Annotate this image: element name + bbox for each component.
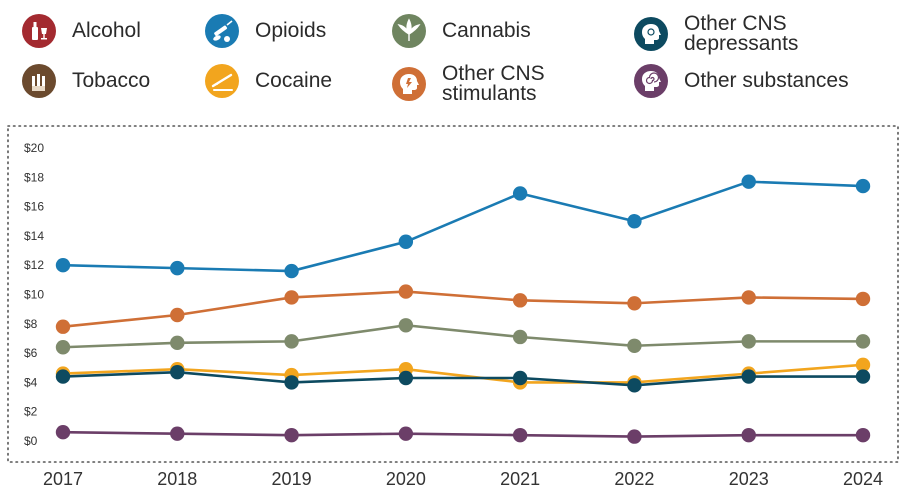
data-point [855,427,871,443]
y-tick-label: $12 [24,258,44,272]
x-tick-label: 2019 [272,469,312,489]
data-point [512,186,528,201]
legend-label: Alcohol [72,19,141,42]
data-point [55,369,71,384]
data-point [398,426,414,441]
data-point [855,369,871,384]
y-tick-label: $0 [24,434,38,448]
y-tick-label: $4 [24,375,38,389]
x-tick-label: 2020 [386,469,426,489]
data-point [741,174,756,189]
data-point [55,258,71,273]
cannabis-leaf-icon [392,14,426,48]
series-line [61,370,865,387]
legend-item: Cocaine [205,64,332,98]
plot-frame [7,125,899,463]
y-tick-label: $16 [24,200,44,214]
data-point [512,370,528,386]
legend-item: Opioids [205,14,326,48]
data-point [284,290,299,305]
y-tick-label: $10 [24,288,44,302]
data-point [512,293,528,308]
data-point [398,234,414,249]
y-tick-label: $8 [24,317,38,331]
legend-item: Other CNS depressants [634,12,799,55]
data-point [170,307,185,323]
x-tick-label: 2024 [843,469,883,489]
x-tick-label: 2023 [729,469,769,489]
y-tick-label: $20 [24,141,44,155]
cigarettes-icon [22,64,56,98]
data-point [627,214,642,229]
y-tick-label: $6 [24,346,38,360]
legend-label: Other CNS stimulants [442,62,545,105]
data-point [741,290,756,305]
data-point [55,425,71,440]
data-point [512,427,528,443]
series-line [61,430,865,438]
data-point [741,427,756,443]
data-point [627,296,642,311]
data-point [855,334,871,349]
legend-label: Other CNS depressants [684,12,799,55]
x-tick-label: 2022 [614,469,654,489]
series-line [61,323,865,349]
data-point [284,334,299,349]
legend-label: Cannabis [442,19,531,42]
legend-label: Tobacco [72,69,151,92]
data-point [398,318,414,333]
legend-label: Cocaine [255,69,333,92]
legend-item: Tobacco [22,64,150,98]
data-point [855,291,871,307]
legend-item: Cannabis [392,14,531,48]
data-point [855,178,871,194]
legend: Alcohol Opioids Cannabis Other CNS depressa… [0,0,909,112]
data-point [170,335,185,351]
data-point [170,364,185,380]
data-point [170,426,185,441]
head-spiral-icon [634,64,668,98]
data-point [741,369,756,384]
head-depressant-icon [634,17,668,51]
alcohol-bottle-glass-icon [22,14,56,48]
data-point [55,319,71,334]
cocaine-lines-icon [205,64,239,98]
x-tick-label: 2021 [500,469,540,489]
x-tick-label: 2018 [157,469,197,489]
data-point [55,340,71,355]
head-stimulant-icon [392,67,426,101]
y-tick-label: $18 [24,170,44,184]
legend-label: Opioids [255,19,327,42]
data-point [398,370,414,386]
series-line [61,290,865,329]
data-point [512,329,528,345]
data-point [627,378,642,393]
series-line [61,363,865,384]
data-point [284,375,299,390]
legend-item: Other substances [634,64,849,98]
legend-item: Other CNS stimulants [392,62,545,105]
y-tick-label: $2 [24,405,38,419]
data-point [627,338,642,353]
data-point [398,284,414,299]
data-point [855,357,871,373]
syringe-pills-icon [205,14,239,48]
data-point [284,427,299,443]
data-point [627,429,642,444]
data-point [741,334,756,349]
x-tick-label: 2017 [43,469,83,489]
legend-label: Other substances [684,69,849,92]
y-tick-label: $14 [24,229,44,243]
legend-item: Alcohol [22,14,141,48]
data-point [284,263,299,279]
data-point [170,260,185,276]
series-line [61,180,865,273]
